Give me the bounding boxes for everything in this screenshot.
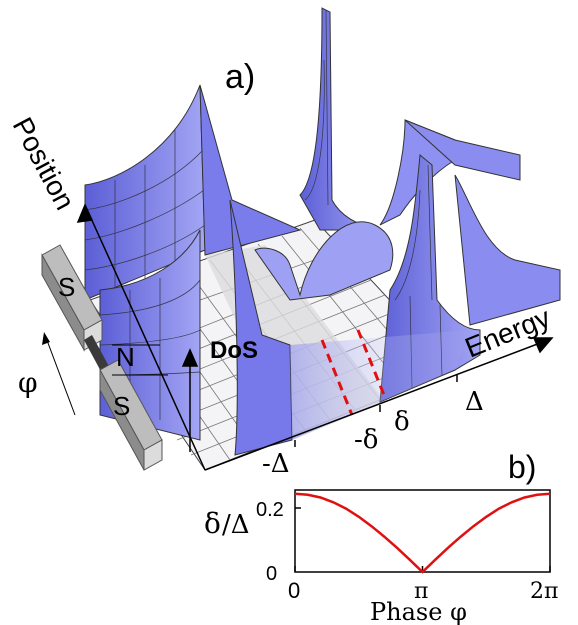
axes-panel-a	[76, 203, 554, 471]
ytick-label-0: 0	[266, 563, 277, 585]
yaxis-label-Delta: /Δ	[222, 510, 250, 540]
panel-a-label: a)	[225, 58, 255, 96]
phase-plot	[294, 489, 551, 574]
surface-center-spike	[299, 7, 381, 231]
phase-arrow	[44, 334, 76, 416]
device-top-s-label: S	[58, 272, 75, 302]
dos-arrow-icon	[181, 348, 199, 367]
series-line-delta-over-Delta	[294, 492, 551, 574]
phase-arrow-icon	[42, 332, 50, 345]
device-bottom-s-label: S	[113, 391, 130, 421]
delta-minus-line	[320, 339, 354, 416]
dos-surface-plot	[84, 7, 561, 471]
delta-plus-line	[356, 329, 388, 401]
surface-right-front	[454, 174, 561, 326]
xtick-label-pi: π	[414, 579, 428, 604]
xaxis-label: Phase φ	[370, 598, 467, 625]
surface-right-back-tiles	[404, 119, 521, 181]
tick-minus-Delta: -Δ	[262, 449, 290, 479]
curve-layer	[294, 492, 551, 574]
panel-b-label: b)	[508, 449, 536, 485]
device-phase-label: φ	[18, 366, 38, 399]
surface-peak-front-left	[229, 199, 293, 456]
sns-junction-device	[41, 244, 168, 471]
dos-axis-label: DoS	[210, 337, 258, 364]
surface-front-fade	[290, 330, 470, 440]
tick-plus-delta: δ	[394, 407, 410, 437]
energy-arrow-icon	[532, 337, 554, 354]
xtick-label-2pi: 2π	[530, 579, 558, 604]
surface-peak-back	[199, 84, 302, 256]
surface-middle-dip	[254, 221, 394, 301]
yaxis-label-delta: δ	[204, 507, 221, 540]
ytick-label-0.2: 0.2	[256, 499, 284, 521]
tick-minus-delta: -δ	[354, 425, 378, 455]
device-n-label: N	[116, 342, 135, 372]
position-arrow-icon	[76, 203, 94, 223]
xtick-label-0: 0	[288, 578, 300, 603]
tick-plus-Delta: Δ	[465, 387, 484, 417]
position-axis-label: Position	[7, 112, 81, 215]
